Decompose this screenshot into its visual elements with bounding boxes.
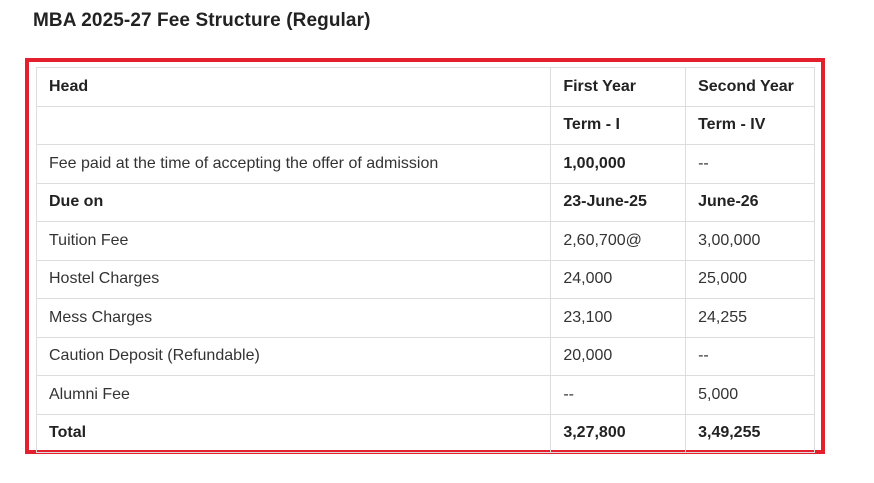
fee-table-highlight-frame: Head First Year Second Year Term - I Ter… xyxy=(25,58,825,454)
row-second-year: 25,000 xyxy=(685,259,815,299)
fee-structure-table: Head First Year Second Year Term - I Ter… xyxy=(35,67,815,453)
row-first-year: 1,00,000 xyxy=(550,144,687,184)
row-second-year: June-26 xyxy=(685,182,815,222)
row-first-year: -- xyxy=(550,375,687,415)
total-first-year: 3,27,800 xyxy=(550,413,687,453)
table-row: Fee paid at the time of accepting the of… xyxy=(35,144,815,184)
subheader-term-iv: Term - IV xyxy=(685,105,815,145)
table-row: Caution Deposit (Refundable) 20,000 -- xyxy=(35,336,815,376)
table-row: Alumni Fee -- 5,000 xyxy=(35,375,815,415)
row-first-year: 23,100 xyxy=(550,298,687,338)
page-title: MBA 2025-27 Fee Structure (Regular) xyxy=(33,10,371,31)
subheader-term-i: Term - I xyxy=(550,105,687,145)
total-second-year: 3,49,255 xyxy=(685,413,815,453)
row-second-year: -- xyxy=(685,336,815,376)
row-head: Fee paid at the time of accepting the of… xyxy=(35,144,552,184)
row-head: Due on xyxy=(35,182,552,222)
column-header-second-year: Second Year xyxy=(685,67,815,107)
table-row: Hostel Charges 24,000 25,000 xyxy=(35,259,815,299)
row-first-year: 23-June-25 xyxy=(550,182,687,222)
table-subheader-row: Term - I Term - IV xyxy=(35,105,815,145)
row-second-year: 24,255 xyxy=(685,298,815,338)
row-first-year: 20,000 xyxy=(550,336,687,376)
row-first-year: 2,60,700@ xyxy=(550,221,687,261)
row-head: Hostel Charges xyxy=(35,259,552,299)
table-row: Due on 23-June-25 June-26 xyxy=(35,182,815,222)
table-row: Mess Charges 23,100 24,255 xyxy=(35,298,815,338)
row-head: Caution Deposit (Refundable) xyxy=(35,336,552,376)
column-header-head: Head xyxy=(35,67,552,107)
row-head: Mess Charges xyxy=(35,298,552,338)
column-header-first-year: First Year xyxy=(550,67,687,107)
table-row: Tuition Fee 2,60,700@ 3,00,000 xyxy=(35,221,815,261)
row-second-year: -- xyxy=(685,144,815,184)
subheader-head xyxy=(35,105,552,145)
table-total-row: Total 3,27,800 3,49,255 xyxy=(35,413,815,453)
row-first-year: 24,000 xyxy=(550,259,687,299)
row-second-year: 3,00,000 xyxy=(685,221,815,261)
total-label: Total xyxy=(35,413,552,453)
row-head: Tuition Fee xyxy=(35,221,552,261)
row-head: Alumni Fee xyxy=(35,375,552,415)
table-header-row: Head First Year Second Year xyxy=(35,67,815,107)
row-second-year: 5,000 xyxy=(685,375,815,415)
